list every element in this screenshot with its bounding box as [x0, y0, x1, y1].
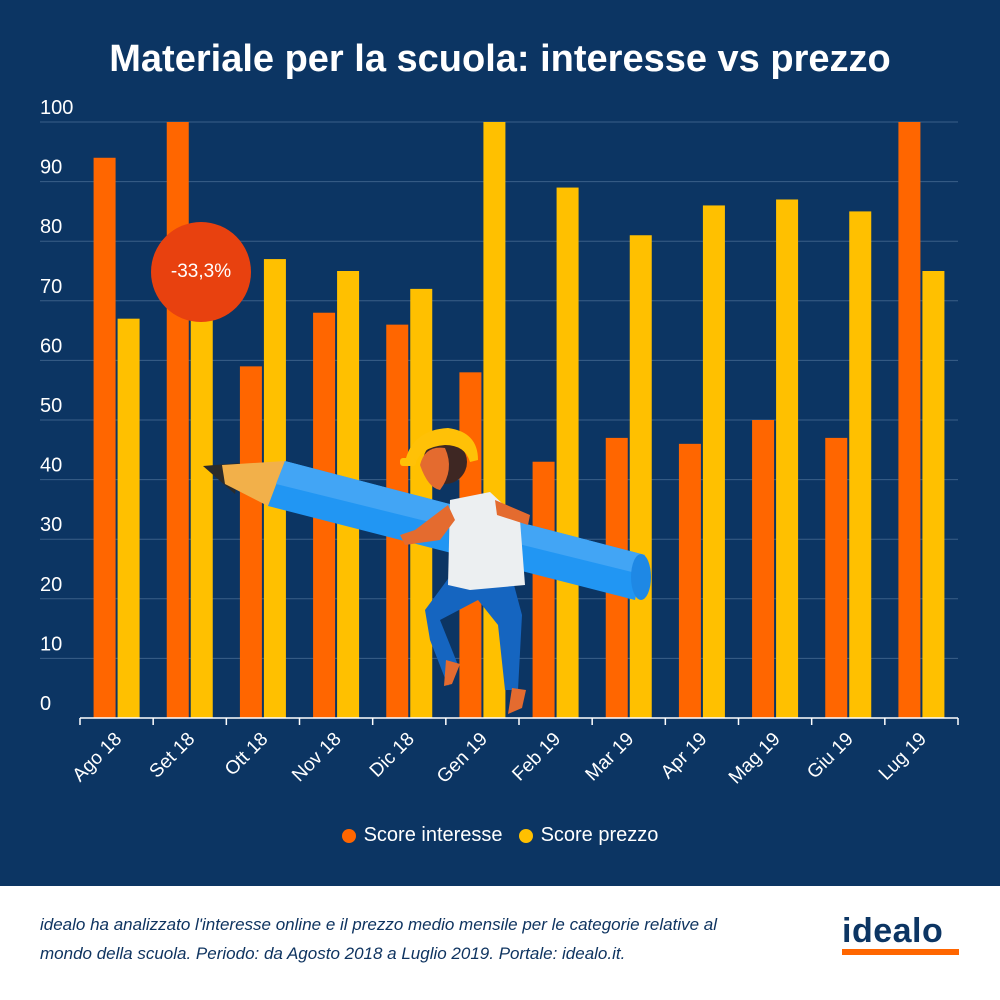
x-tick-label: Mag 19: [725, 729, 785, 789]
bar-chart: 0 10 20 30 40 50 60 70 80 90 100 Ago 18 Set 18 Ott 1…: [40, 97, 959, 789]
logo-underline: [842, 949, 959, 955]
bar-interesse-11: [898, 122, 921, 718]
legend-label-prezzo: Score prezzo: [540, 824, 659, 846]
y-tick-label: 100: [40, 97, 73, 119]
x-tick-label: Mar 19: [582, 729, 639, 786]
bar-interesse-8: [678, 443, 701, 718]
bar-prezzo-1: [190, 318, 213, 718]
footer-description: idealo ha analizzato l'interesse online …: [40, 915, 718, 963]
bar-interesse-6: [532, 461, 555, 718]
x-tick-label: Gen 19: [433, 729, 492, 788]
idealo-logo[interactable]: idealo: [842, 912, 959, 955]
bar-interesse-10: [825, 437, 848, 718]
bar-interesse-2: [239, 366, 262, 718]
x-tick-label: Lug 19: [875, 729, 931, 785]
girl-figure: [400, 428, 530, 714]
bar-prezzo-7: [629, 235, 652, 719]
bar-prezzo-0: [117, 318, 140, 718]
legend: Score interesse Score prezzo: [0, 824, 1000, 847]
legend-item-prezzo: Score prezzo: [518, 824, 659, 847]
y-axis-ticks: 0 10 20 30 40 50 60 70 80 90 100: [40, 97, 73, 715]
x-axis: [79, 717, 959, 725]
legend-swatch-prezzo: [518, 828, 533, 843]
legend-item-interesse: Score interesse: [341, 824, 503, 847]
y-tick-label: 0: [40, 693, 51, 715]
x-tick-label: Dic 18: [366, 729, 419, 782]
legend-swatch-interesse: [341, 828, 356, 843]
bar-prezzo-11: [922, 271, 945, 718]
x-tick-label: Ago 18: [69, 729, 126, 786]
bar-prezzo-9: [776, 199, 799, 719]
x-axis-labels: Ago 18 Set 18 Ott 18 Nov 18 Dic 18 Gen 19 Feb …: [69, 729, 931, 789]
y-tick-label: 40: [40, 455, 62, 477]
y-tick-label: 50: [40, 395, 62, 417]
logo-text: idealo: [842, 912, 944, 950]
y-tick-label: 60: [40, 335, 62, 357]
x-tick-label: Nov 18: [288, 729, 345, 786]
bar-prezzo-6: [556, 187, 579, 718]
badge-label: -33,3%: [170, 261, 232, 282]
y-tick-label: 80: [40, 216, 62, 238]
girl-with-pencil-illustration: [203, 428, 651, 714]
y-tick-label: 10: [40, 633, 62, 655]
y-tick-label: 30: [40, 514, 62, 536]
y-tick-label: 90: [40, 157, 62, 179]
x-tick-label: Apr 19: [657, 729, 711, 783]
change-badge: -33,3%: [151, 222, 251, 322]
y-tick-label: 20: [40, 574, 62, 596]
bar-interesse-9: [752, 420, 775, 718]
x-tick-label: Giu 19: [803, 729, 857, 783]
legend-label-interesse: Score interesse: [363, 824, 503, 846]
bar-interesse-1: [166, 122, 189, 718]
x-tick-label: Set 18: [146, 729, 200, 783]
y-tick-label: 70: [40, 276, 62, 298]
chart-title: Materiale per la scuola: interesse vs pr…: [109, 38, 891, 80]
x-tick-label: Ott 18: [221, 729, 272, 780]
bar-prezzo-10: [849, 211, 872, 718]
bar-interesse-0: [93, 157, 116, 718]
bar-prezzo-8: [702, 205, 725, 718]
x-tick-label: Feb 19: [508, 729, 565, 786]
